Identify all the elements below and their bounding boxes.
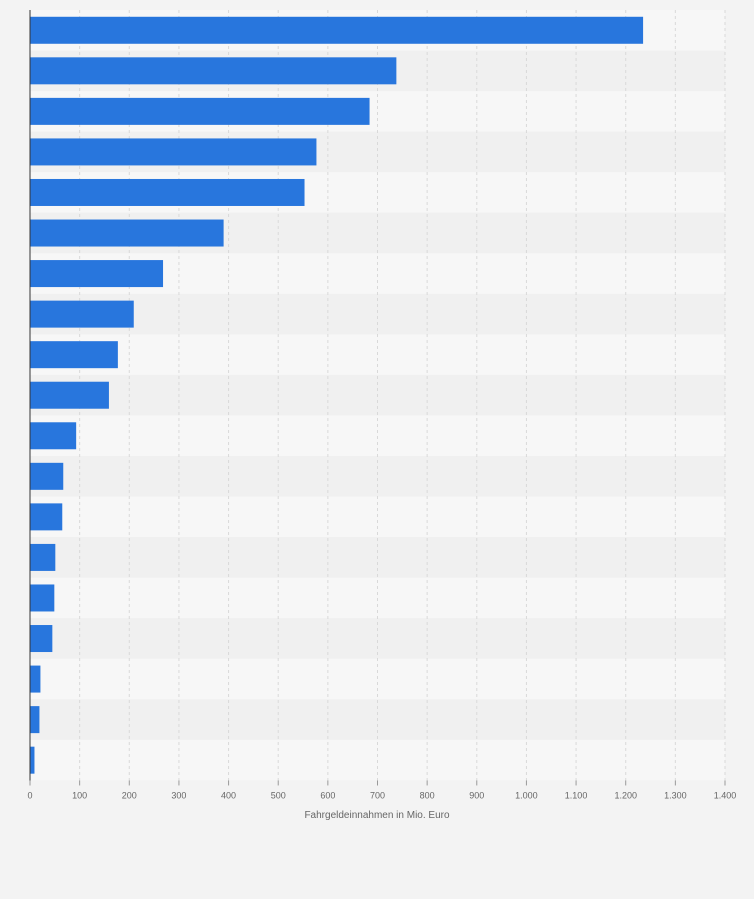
x-tick-label: 600 (320, 790, 335, 800)
bar[interactable] (30, 706, 40, 734)
bar[interactable] (30, 138, 317, 166)
bars (30, 16, 644, 774)
x-tick-label: 300 (171, 790, 186, 800)
bar[interactable] (30, 300, 134, 328)
bar[interactable] (30, 381, 109, 409)
x-tick-label: 700 (370, 790, 385, 800)
bar[interactable] (30, 422, 77, 450)
x-axis-ticks: 0 100 200 300 400 500 600 700 800 900 1.000 1.100 1.… (27, 780, 736, 800)
x-axis-label: Fahrgeldeinnahmen in Mio. Euro (304, 810, 450, 821)
bar[interactable] (30, 57, 397, 85)
bar[interactable] (30, 584, 55, 612)
bar[interactable] (30, 462, 64, 490)
bar[interactable] (30, 341, 118, 369)
x-tick-label: 500 (271, 790, 286, 800)
x-tick-label: 1.000 (515, 790, 538, 800)
bar[interactable] (30, 219, 224, 247)
bar[interactable] (30, 503, 63, 531)
x-tick-label: 1.200 (614, 790, 637, 800)
bar[interactable] (30, 543, 56, 571)
bar[interactable] (30, 746, 35, 774)
x-tick-label: 400 (221, 790, 236, 800)
bar[interactable] (30, 260, 164, 288)
bar[interactable] (30, 97, 370, 125)
x-tick-label: 1.300 (664, 790, 687, 800)
x-tick-label: 1.400 (714, 790, 737, 800)
x-tick-label: 200 (122, 790, 137, 800)
x-tick-label: 900 (469, 790, 484, 800)
x-tick-label: 1.100 (565, 790, 588, 800)
x-tick-label: 800 (420, 790, 435, 800)
x-tick-label: 100 (72, 790, 87, 800)
bar[interactable] (30, 665, 41, 693)
bar[interactable] (30, 178, 305, 206)
bar[interactable] (30, 625, 53, 653)
gridlines (79, 10, 726, 781)
bar[interactable] (30, 16, 644, 44)
x-tick-label: 0 (27, 790, 32, 800)
